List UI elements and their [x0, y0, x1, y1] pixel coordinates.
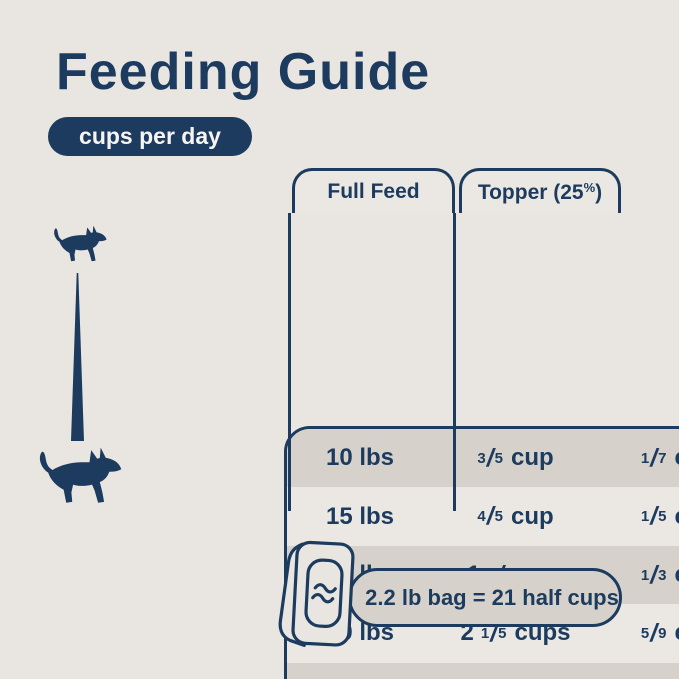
weight-cell: 10 lbs	[325, 444, 395, 472]
weight-cell: 15 lbs	[325, 502, 395, 530]
full-feed-cell: 3/5 cup	[477, 443, 554, 472]
large-dog-icon	[39, 447, 122, 503]
topper-cell: 1/3cup	[640, 560, 679, 589]
topper-cell: 5/9cup	[640, 618, 679, 647]
topper-label: Topper (25%)	[477, 179, 603, 204]
full-feed-label: Full Feed	[327, 180, 420, 203]
column-header-full-feed: Full Feed	[292, 168, 455, 213]
badge-label: cups per day	[79, 123, 221, 149]
small-dog-icon	[54, 225, 107, 262]
table-row: 80 lbs 25/7cups 2/3cup	[287, 662, 679, 679]
bag-note-pill: 2.2 lb bag = 21 half cups	[348, 568, 622, 627]
column-header-topper: Topper (25%)	[459, 168, 621, 213]
cups-per-day-badge: cups per day	[48, 117, 252, 156]
food-bag-icon	[278, 540, 355, 647]
bag-note-text: 2.2 lb bag = 21 half cups	[365, 584, 619, 610]
full-feed-cell: 4/5 cup	[477, 502, 554, 531]
topper-cell: 2/3cup	[598, 663, 679, 679]
weight-cell: 80 lbs	[287, 663, 433, 679]
full-feed-cell: 25/7cups	[433, 663, 598, 679]
page-title: Feeding Guide	[56, 43, 431, 101]
column-divider	[453, 213, 456, 511]
column-divider	[288, 213, 291, 511]
topper-cell: 1/7cup	[640, 443, 679, 472]
size-gradient-line	[71, 273, 84, 441]
